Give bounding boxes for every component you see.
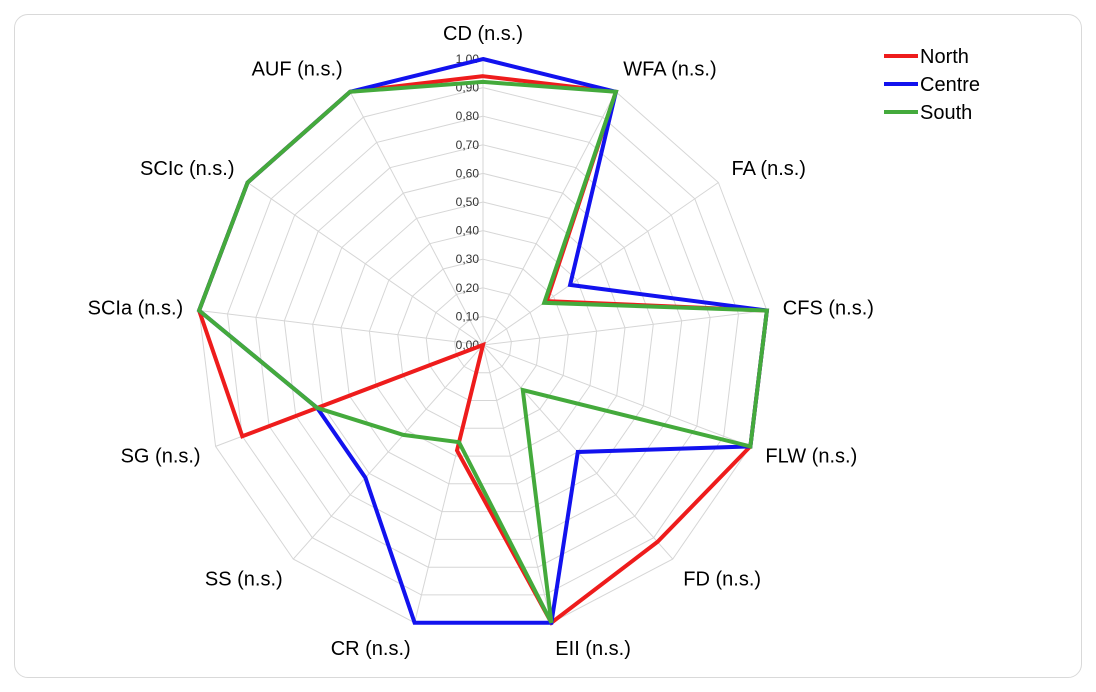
axis-label: CR (n.s.) <box>331 638 411 660</box>
grid-ring <box>454 315 512 374</box>
legend-entry: Centre <box>920 74 980 96</box>
tick-labels: 0,000,100,200,300,400,500,600,700,800,90… <box>456 52 480 352</box>
tick-label: 0,50 <box>456 195 480 209</box>
axis-label: SG (n.s.) <box>121 446 201 468</box>
series-lines <box>196 56 770 626</box>
axis-label: SCIa (n.s.) <box>88 297 184 319</box>
legend-entry: South <box>920 102 972 124</box>
chart-frame <box>14 14 1082 678</box>
axis-label: FA (n.s.) <box>732 158 806 180</box>
axis-label: FD (n.s.) <box>683 569 761 591</box>
grid-ring <box>226 87 740 596</box>
grid-ring <box>425 287 541 401</box>
series-south <box>196 79 770 624</box>
grid-spoke <box>482 310 767 346</box>
axis-labels: CD (n.s.) WFA (n.s.) FA (n.s.) CFS (n.s.) FL… <box>88 23 874 660</box>
grid-spoke <box>482 344 751 447</box>
tick-label: 0,60 <box>456 166 480 180</box>
tick-label: 0,80 <box>456 109 480 123</box>
grid-spoke <box>482 182 719 346</box>
tick-label: 0,30 <box>456 252 480 266</box>
grid-spoke <box>482 91 617 346</box>
grid-spoke <box>247 182 484 346</box>
grid <box>198 58 768 624</box>
grid-ring <box>312 172 654 513</box>
grid-ring <box>340 201 626 485</box>
axis-label: AUF (n.s.) <box>252 59 343 81</box>
grid-ring <box>368 230 598 457</box>
grid-ring <box>255 115 711 568</box>
axis-label: CD (n.s.) <box>443 23 523 45</box>
tick-label: 0,10 <box>456 309 480 323</box>
axis-label: SS (n.s.) <box>205 569 283 591</box>
axis-label: WFA (n.s.) <box>623 59 716 81</box>
tick-label: 0,70 <box>456 138 480 152</box>
legend: North Centre South <box>884 46 980 124</box>
grid-spoke <box>349 91 484 346</box>
tick-label: 0,40 <box>456 224 480 238</box>
grid-ring <box>283 144 683 540</box>
grid-spoke <box>482 344 552 623</box>
axis-label: SCIc (n.s.) <box>140 158 234 180</box>
grid-spoke <box>199 310 484 346</box>
grid-spoke <box>292 344 484 560</box>
axis-label: CFS (n.s.) <box>783 297 874 319</box>
legend-entry: North <box>920 46 969 68</box>
axis-label: FLW (n.s.) <box>765 446 857 468</box>
axis-label: EII (n.s.) <box>555 638 631 660</box>
tick-label: 0,20 <box>456 281 480 295</box>
